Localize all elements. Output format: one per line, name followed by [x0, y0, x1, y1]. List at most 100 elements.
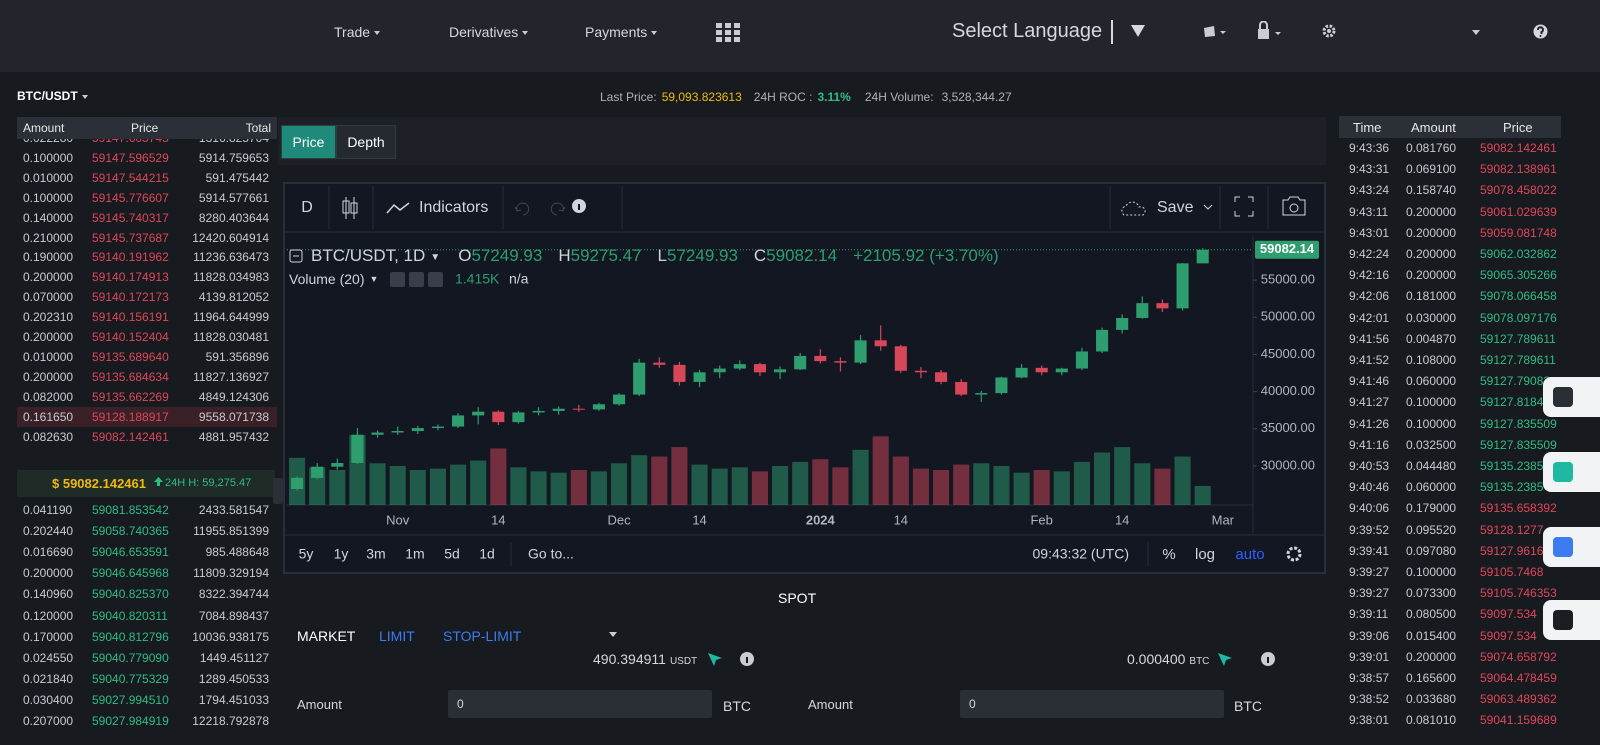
- ask-row[interactable]: 0.100000 59147.596529 5914.759653: [17, 148, 277, 168]
- language-select[interactable]: Select Language: [952, 20, 1103, 42]
- bid-row[interactable]: 0.170000 59040.812796 10036.938175: [17, 627, 277, 647]
- ask-row[interactable]: 0.100000 59145.776607 5914.577661: [17, 188, 277, 208]
- save-dropdown[interactable]: [1203, 204, 1213, 210]
- amount-input[interactable]: 0: [960, 690, 1224, 718]
- bid-row[interactable]: 0.030400 59027.994510 1794.451033: [17, 690, 277, 710]
- range-button[interactable]: 1m: [405, 546, 424, 562]
- ask-row[interactable]: 0.200000 59140.152404 11828.030481: [17, 327, 277, 347]
- interval-button[interactable]: D: [301, 199, 313, 216]
- apps-icon[interactable]: [716, 23, 740, 43]
- trade-time: 9:41:16: [1349, 437, 1390, 452]
- bid-row[interactable]: 0.200000 59046.645968 11809.329194: [17, 563, 277, 583]
- order-type-tab[interactable]: STOP-LIMIT: [443, 628, 522, 644]
- chart-tab[interactable]: Depth: [336, 125, 396, 159]
- range-button[interactable]: 3m: [366, 546, 385, 562]
- auto-toggle[interactable]: auto: [1235, 546, 1264, 563]
- range-button[interactable]: 5y: [299, 546, 314, 562]
- ask-row[interactable]: 0.161650 59128.188917 9558.071738: [17, 406, 277, 427]
- fullscreen-icon[interactable]: [1234, 196, 1254, 217]
- ask-row[interactable]: 0.140000 59145.740317 8280.403644: [17, 208, 277, 228]
- help-icon[interactable]: [1533, 24, 1548, 39]
- balance: 490.394911 USDT: [593, 651, 697, 667]
- volume-legend-button[interactable]: [428, 272, 443, 287]
- undo-icon[interactable]: [514, 202, 530, 216]
- trade-row: 9:40:06 0.179000 59135.658392: [1339, 498, 1561, 518]
- side-widget[interactable]: [1543, 377, 1600, 417]
- account-dropdown[interactable]: [1472, 30, 1480, 36]
- ask-total: 4881.957432: [198, 429, 269, 444]
- bid-row[interactable]: 0.207000 59027.984919 12218.792878: [17, 711, 277, 731]
- bid-row[interactable]: 0.021840 59040.775329 1289.450533: [17, 669, 277, 689]
- order-type-tab[interactable]: MARKET: [297, 628, 356, 644]
- range-button[interactable]: 5d: [444, 546, 460, 562]
- ask-row[interactable]: 0.070000 59140.172173 4139.812052: [17, 287, 277, 307]
- ask-total: 12420.604914: [192, 230, 269, 245]
- log-toggle[interactable]: log: [1195, 546, 1215, 563]
- side-widget[interactable]: [1543, 600, 1600, 640]
- nav-item[interactable]: Trade: [334, 24, 381, 40]
- ask-row[interactable]: 0.082630 59082.142461 4881.957432: [17, 427, 277, 447]
- amount-input[interactable]: 0: [448, 690, 712, 718]
- ask-row[interactable]: 0.200000 59140.174913 11828.034983: [17, 267, 277, 287]
- bid-row[interactable]: 0.024550 59040.779090 1449.451127: [17, 648, 277, 668]
- percent-toggle[interactable]: %: [1162, 546, 1175, 563]
- candle-body: [673, 364, 686, 382]
- side-widget[interactable]: [1543, 527, 1600, 567]
- ask-row[interactable]: 0.010000 59147.544215 591.475442: [17, 168, 277, 188]
- indicators-button[interactable]: Indicators: [419, 199, 488, 216]
- ask-row[interactable]: 0.022280 59147.605745 1316.825704: [17, 139, 277, 148]
- nav-item[interactable]: Payments: [585, 24, 658, 40]
- side-widget[interactable]: [1543, 452, 1600, 492]
- ask-amount: 0.070000: [23, 290, 74, 305]
- nav-item[interactable]: Derivatives: [449, 24, 529, 40]
- language-dropdown-icon[interactable]: [1130, 24, 1146, 38]
- candle-body: [794, 355, 807, 370]
- balance-icons[interactable]: [1218, 651, 1278, 669]
- volume-bar: [933, 470, 950, 505]
- ask-row[interactable]: 0.082000 59135.662269 4849.124306: [17, 387, 277, 407]
- trade-amount: 0.081760: [1406, 141, 1457, 155]
- trade-row: 9:39:27 0.100000 59105.7468: [1339, 562, 1561, 582]
- ask-row[interactable]: 0.200000 59135.684634 11827.136927: [17, 367, 277, 387]
- ask-row[interactable]: 0.210000 59145.737687 12420.604914: [17, 228, 277, 248]
- pair-selector[interactable]: BTC/USDT: [17, 89, 88, 103]
- trade-row: 9:38:52 0.033680 59063.489362: [1339, 689, 1561, 709]
- range-button[interactable]: 1d: [479, 546, 495, 562]
- bid-row[interactable]: 0.041190 59081.853542 2433.581547: [17, 500, 277, 520]
- column-header: Price: [1503, 120, 1533, 135]
- bid-row[interactable]: 0.202440 59058.740365 11955.851399: [17, 521, 277, 541]
- trade-row: 9:42:24 0.200000 59062.032862: [1339, 244, 1561, 264]
- ask-amount: 0.082630: [23, 429, 74, 444]
- order-type-tab[interactable]: LIMIT: [379, 628, 415, 644]
- ask-total: 1316.825704: [199, 139, 269, 148]
- trade-amount: 0.179000: [1406, 501, 1457, 516]
- ask-row[interactable]: 0.190000 59140.191962 11236.636473: [17, 247, 277, 267]
- volume-legend-button[interactable]: [409, 272, 424, 287]
- chart-tab[interactable]: Price: [281, 125, 336, 159]
- volume-bar: [530, 471, 547, 505]
- order-type-dropdown[interactable]: [609, 632, 617, 637]
- bid-row[interactable]: 0.016690 59046.653591 985.488648: [17, 542, 277, 562]
- ask-row[interactable]: 0.010000 59135.689640 591.356896: [17, 347, 277, 367]
- volume-bar: [1174, 456, 1191, 505]
- goto-button[interactable]: Go to...: [528, 546, 574, 562]
- collapse-handle[interactable]: [273, 478, 283, 504]
- chart-style-button[interactable]: [342, 197, 358, 219]
- lock-icon[interactable]: [1257, 21, 1283, 41]
- bid-row[interactable]: 0.140960 59040.825370 8322.394744: [17, 584, 277, 604]
- ask-row[interactable]: 0.202310 59140.156191 11964.644999: [17, 307, 277, 327]
- candle-body: [1116, 318, 1129, 330]
- range-button[interactable]: 1y: [334, 546, 349, 562]
- volume-legend-button[interactable]: [390, 272, 405, 287]
- settings-icon[interactable]: [1322, 24, 1338, 40]
- trade-row: 9:39:11 0.080500 59097.534: [1339, 604, 1561, 624]
- bid-row[interactable]: 0.120000 59040.820311 7084.898437: [17, 606, 277, 626]
- redo-icon[interactable]: [550, 202, 566, 216]
- wallet-icon[interactable]: [1202, 25, 1226, 39]
- legend-toggle[interactable]: [289, 249, 303, 263]
- save-button[interactable]: Save: [1157, 199, 1194, 216]
- screenshot-icon[interactable]: [1282, 196, 1306, 216]
- balance-icons[interactable]: [708, 651, 768, 669]
- chart-settings[interactable]: [1286, 546, 1302, 562]
- form-label: Amount: [808, 697, 853, 712]
